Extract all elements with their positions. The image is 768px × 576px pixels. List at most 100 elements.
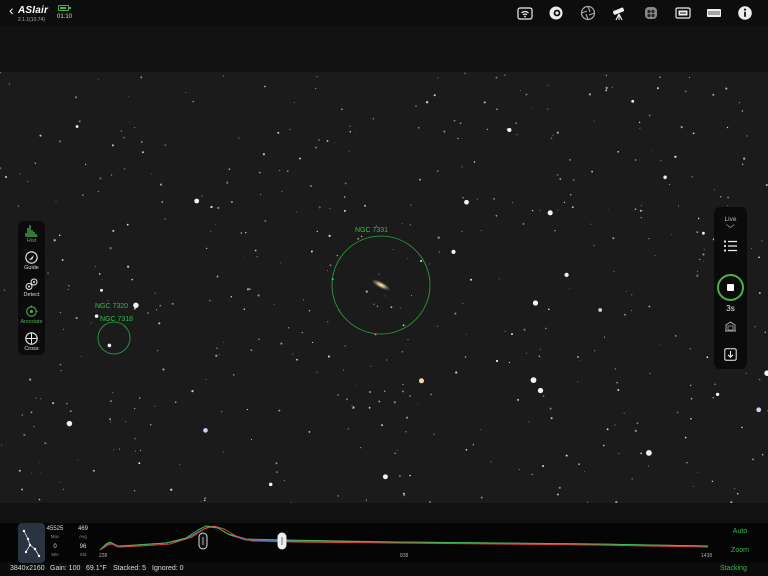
auto-stretch-button[interactable]: Auto [732,528,748,535]
star [344,182,347,185]
star [437,236,440,239]
star [352,407,354,409]
star [292,353,294,355]
star [85,163,87,165]
star [528,421,530,423]
cross-toggle[interactable]: Cross [18,330,45,356]
star [171,302,174,305]
star [540,348,541,350]
star [382,474,388,480]
star [4,175,8,179]
ngc7318-marker[interactable] [97,321,131,355]
ngc7331-marker[interactable] [331,235,431,335]
star [508,361,511,364]
mode-selector[interactable]: Live [724,216,737,223]
camera-icon[interactable] [548,5,564,21]
star [684,90,687,93]
star [511,201,514,204]
star [135,450,136,452]
star [268,482,273,487]
star [542,395,545,397]
star [110,400,112,403]
star [398,474,401,477]
star [614,368,617,370]
star [222,451,224,453]
star [112,392,114,394]
star [216,275,219,278]
star [109,418,111,420]
hist-toggle[interactable]: Hist [18,222,45,248]
star [191,389,194,393]
star [451,249,456,254]
star [745,372,747,374]
star [630,309,632,311]
star [761,240,763,242]
star [161,201,164,203]
constellation-thumbnail[interactable] [18,523,45,563]
star [437,325,439,327]
mode-status: Stacking [720,565,747,572]
star [219,353,221,355]
star [308,431,311,433]
white-point-slider[interactable] [277,532,287,550]
star [194,198,200,204]
star [276,471,278,473]
detect-toggle[interactable]: Detect [18,276,45,302]
star [660,159,662,162]
storage-icon[interactable] [706,5,722,21]
histogram-graph[interactable] [96,523,720,563]
sky-preview-image[interactable]: NGC 7331 NGC 7320 NGC 7318 [0,72,768,503]
star [520,90,521,92]
temperature-text: 69.1°F [86,565,107,572]
zoom-button[interactable]: Zoom [731,547,749,554]
star [78,120,81,123]
star [556,131,559,134]
star [680,125,683,129]
list-icon[interactable] [723,239,738,253]
star [327,355,330,358]
star [522,223,525,225]
star [611,86,613,88]
focuser-icon[interactable] [675,5,691,21]
star [318,206,321,209]
toolbar-label: Detect [23,292,40,298]
star [674,155,677,158]
star [164,218,166,220]
star [316,371,318,373]
star [405,416,409,419]
star [518,469,520,471]
star [209,299,211,302]
star [648,305,651,308]
star [689,348,691,350]
star [531,473,533,475]
telescope-icon[interactable] [611,5,627,21]
star [251,438,253,441]
chevron-down-icon [726,224,735,228]
annotate-toggle[interactable]: Annotate [18,303,45,329]
wifi-icon[interactable] [517,5,533,21]
star [525,93,528,96]
star [302,299,305,301]
hist-max-value: 45525 [46,526,64,532]
star [39,134,42,137]
star [726,126,729,129]
star [429,263,430,265]
download-icon[interactable] [724,348,737,361]
star [134,127,136,128]
star [764,331,766,333]
star [204,497,207,499]
stacking-icon[interactable] [724,320,737,332]
back-button[interactable]: ‹ ASIair 2.1.1(10.74) [8,3,68,23]
filter-wheel-icon[interactable] [643,5,659,21]
star [504,330,506,332]
star [495,214,498,217]
stop-capture-button[interactable] [717,274,744,301]
star [751,247,752,249]
star [498,278,500,280]
aperture-icon[interactable] [580,5,596,21]
black-point-slider[interactable] [198,532,208,550]
histogram-icon [25,225,38,237]
guide-toggle[interactable]: Guide [18,249,45,275]
exposure-value[interactable]: 3s [726,304,735,313]
info-icon[interactable] [737,5,753,21]
